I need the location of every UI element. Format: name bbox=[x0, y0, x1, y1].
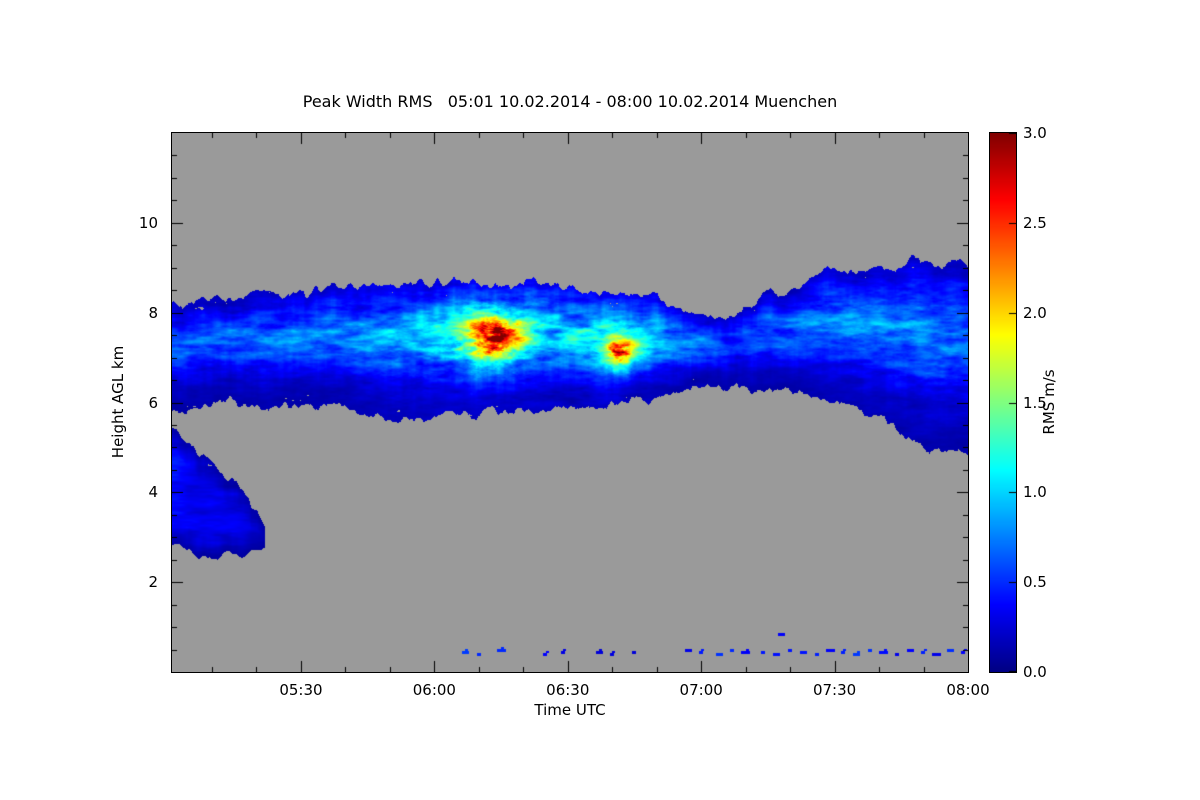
chart-title: Peak Width RMS 05:01 10.02.2014 - 08:00 … bbox=[302, 92, 838, 111]
y-tick-label: 10 bbox=[138, 213, 158, 232]
colorbar-tick-label: 0.0 bbox=[1023, 663, 1047, 681]
colorbar-tick-label: 1.0 bbox=[1023, 483, 1047, 502]
y-tick-label: 4 bbox=[148, 483, 158, 502]
colorbar-tick-label: 3.0 bbox=[1023, 124, 1047, 142]
x-tick-label: 07:30 bbox=[812, 681, 857, 699]
x-tick-label: 06:00 bbox=[412, 681, 456, 699]
x-axis-label: Time UTC bbox=[534, 701, 606, 719]
colorbar bbox=[989, 132, 1017, 673]
colorbar-tick-label: 0.5 bbox=[1023, 573, 1047, 592]
x-tick-label: 08:00 bbox=[946, 681, 990, 699]
colorbar-tick-label: 2.5 bbox=[1023, 213, 1047, 232]
x-tick-label: 06:30 bbox=[546, 681, 590, 699]
colorbar-tick-label: 1.5 bbox=[1023, 393, 1047, 412]
y-tick-label: 8 bbox=[148, 303, 158, 322]
x-tick-label: 05:30 bbox=[279, 681, 323, 699]
y-tick-label: 2 bbox=[148, 573, 158, 592]
x-tick-label: 07:00 bbox=[679, 681, 723, 699]
colorbar-tick-label: 2.0 bbox=[1023, 303, 1047, 322]
heatmap-plot bbox=[171, 132, 969, 673]
y-tick-label: 6 bbox=[148, 393, 158, 412]
